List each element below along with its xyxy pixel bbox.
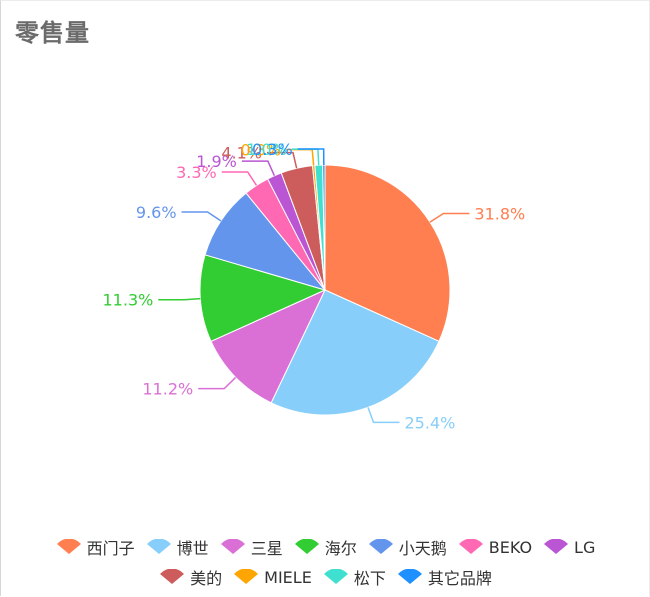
legend-swatch-icon <box>544 539 569 554</box>
legend-swatch-icon <box>146 539 171 554</box>
legend-row-1: 西门子 博世 三星 海尔 小天鹅 BEKO LG <box>0 535 650 559</box>
legend-label: 小天鹅 <box>398 539 447 558</box>
pie-slice-4[interactable] <box>204 192 327 291</box>
legend-swatch-icon <box>458 539 483 554</box>
data-label-1: 25.4% <box>405 413 456 432</box>
legend-label: MIELE <box>264 567 312 587</box>
legend-item-2[interactable]: 三星 <box>219 535 283 559</box>
legend-label: 其它品牌 <box>427 569 492 588</box>
data-label-6: 1.9% <box>196 152 237 171</box>
data-label-0: 31.8% <box>474 204 525 223</box>
leader-line-0 <box>429 212 470 223</box>
legend-swatch-icon <box>368 539 393 554</box>
legend-item-7[interactable]: 美的 <box>158 565 222 589</box>
leader-line-2 <box>198 376 237 390</box>
leader-line-4 <box>181 211 222 222</box>
leader-line-1 <box>367 407 400 424</box>
data-label-5: 3.3% <box>176 163 217 182</box>
legend-label: 美的 <box>190 569 223 588</box>
legend-swatch-icon <box>397 569 422 584</box>
leader-line-6 <box>241 160 276 177</box>
data-label-10: 0.3% <box>252 140 293 159</box>
legend-row-2: 美的 MIELE 松下 其它品牌 <box>0 565 650 589</box>
data-label-2: 11.2% <box>142 380 193 399</box>
legend-item-5[interactable]: BEKO <box>457 538 532 557</box>
legend-item-8[interactable]: MIELE <box>232 568 312 587</box>
legend-swatch-icon <box>234 569 259 584</box>
legend-label: 三星 <box>250 539 283 558</box>
leader-line-7 <box>267 151 298 169</box>
legend-item-9[interactable]: 松下 <box>322 565 386 589</box>
leader-line-10 <box>297 148 325 166</box>
data-label-7: 4.1% <box>221 144 262 163</box>
legend-item-3[interactable]: 海尔 <box>293 535 357 559</box>
legend-item-0[interactable]: 西门子 <box>55 535 135 559</box>
legend-swatch-icon <box>56 539 81 554</box>
legend-label: 海尔 <box>324 539 357 558</box>
legend-item-1[interactable]: 博世 <box>145 535 209 559</box>
legend-item-4[interactable]: 小天鹅 <box>367 535 447 559</box>
data-label-9: 1.0% <box>246 140 287 159</box>
legend-swatch-icon <box>220 539 245 554</box>
legend-swatch-icon <box>323 569 348 584</box>
data-label-4: 9.6% <box>136 203 177 222</box>
legend-label: 松下 <box>353 569 386 588</box>
legend-swatch-icon <box>160 569 185 584</box>
legend-swatch-icon <box>294 539 319 554</box>
data-label-3: 11.3% <box>103 291 154 310</box>
legend-item-10[interactable]: 其它品牌 <box>396 565 492 589</box>
legend-label: LG <box>574 537 596 557</box>
leader-line-3 <box>158 297 201 301</box>
legend-label: BEKO <box>488 537 533 557</box>
chart-title: 零售量 <box>15 19 90 47</box>
data-label-8: 0.3% <box>241 141 282 160</box>
legend-item-6[interactable]: LG <box>542 538 595 557</box>
leader-line-5 <box>221 171 258 186</box>
legend-label: 西门子 <box>86 539 135 558</box>
pie-slice-0[interactable] <box>324 164 451 343</box>
legend-label: 博世 <box>176 539 209 558</box>
